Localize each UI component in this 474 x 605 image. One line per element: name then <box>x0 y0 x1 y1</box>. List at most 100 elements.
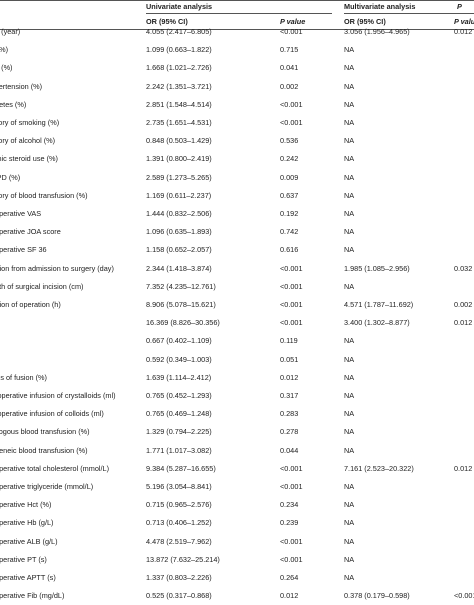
univariate-or-cell: 1.337 (0.803–2.226) <box>146 573 212 582</box>
factor-cell: OPD (%) <box>0 172 21 182</box>
table-row: eoperative triglyceride (mmol/L) 5.196 (3… <box>0 478 474 496</box>
univariate-group-header: Univariate analysis <box>146 2 213 11</box>
multivariate-or-cell: 0.378 (0.179–0.598) <box>344 591 410 601</box>
multivariate-or-cell: NA <box>344 554 355 564</box>
univariate-or-cell: 2.851 (1.548–4.514) <box>146 99 212 109</box>
multivariate-p-group-fragment: P <box>457 2 462 11</box>
multivariate-or-cell: 3.056 (1.956–4.965) <box>344 27 410 36</box>
multivariate-or-cell: NA <box>344 354 355 364</box>
multivariate-or-cell: NA <box>344 409 355 419</box>
univariate-or-cell: 0.713 (0.406–1.252) <box>146 518 212 528</box>
univariate-or-cell: 0.667 (0.402–1.109) <box>146 336 212 346</box>
multivariate-or-cell: NA <box>344 209 355 218</box>
univariate-header-rule <box>146 13 332 14</box>
univariate-or-cell: 16.369 (8.826–30.356) <box>146 318 220 328</box>
univariate-or-cell: 2.735 (1.651–4.531) <box>146 118 212 127</box>
factor-cell: istory of smoking (%) <box>0 118 60 127</box>
table-row: istory of blood transfusion (%) 1.169 (0.… <box>0 187 474 205</box>
univariate-or-cell: 2.242 (1.351–3.721) <box>146 81 212 91</box>
multivariate-p-cell <box>454 41 474 59</box>
factor-cell: ration from admission to surgery (day) <box>0 263 114 273</box>
multivariate-p-cell <box>454 223 474 241</box>
table-row: OPD (%) 2.589 (1.273–5.265) 0.009 NA <box>0 169 474 187</box>
factor-cell: vel <box>0 351 146 369</box>
multivariate-or-cell: NA <box>344 482 355 491</box>
table-row: eoperative VAS 1.444 (0.832–2.506) 0.192 NA <box>0 205 474 223</box>
table-row: eoperative PT (s) 13.872 (7.632–25.214) <0… <box>0 551 474 569</box>
factor-cell: istory of alcohol (%) <box>0 136 56 146</box>
univariate-or-cell: 4.478 (2.519–7.962) <box>146 536 212 546</box>
factor-cell: % <box>0 332 146 350</box>
factor-cell: x (%) <box>0 45 9 55</box>
table-row: ration of operation (h) 8.906 (5.078–15.6… <box>0 296 474 314</box>
factor-cell: eoperative Hb (g/L) <box>0 518 54 528</box>
multivariate-p-cell <box>454 96 474 114</box>
univariate-or-cell: 0.592 (0.349–1.003) <box>146 354 212 364</box>
multivariate-p-cell <box>454 387 474 405</box>
univariate-p-cell: 0.283 <box>280 409 299 419</box>
multivariate-p-cell: 0.002 <box>454 300 473 309</box>
multivariate-p-cell <box>454 423 474 441</box>
header-bottom-rule <box>0 29 474 30</box>
univariate-p-header: P value <box>280 17 306 26</box>
table-row: %0.667 (0.402–1.109) 0.119 NA <box>0 332 474 350</box>
univariate-or-cell: 1.158 (0.652–2.057) <box>146 245 212 255</box>
table-row: eoperative Hct (%) 0.715 (0.965–2.576) 0.2… <box>0 496 474 514</box>
univariate-or-cell: 9.384 (5.287–16.655) <box>146 463 216 473</box>
factor-cell: eoperative SF 36 <box>0 245 47 255</box>
multivariate-p-cell <box>454 114 474 132</box>
multivariate-p-cell: 0.012 <box>454 27 473 36</box>
table-row: eoperative Hb (g/L) 0.713 (0.406–1.252) 0.… <box>0 514 474 532</box>
univariate-p-cell: 0.264 <box>280 573 299 582</box>
univariate-p-cell: 0.044 <box>280 445 299 455</box>
factor-cell: ngth of surgical incision (cm) <box>0 281 84 291</box>
multivariate-or-header: OR (95% CI) <box>344 17 386 26</box>
top-rule <box>0 0 474 1</box>
multivariate-p-cell <box>454 533 474 551</box>
univariate-p-cell: <0.001 <box>280 300 303 309</box>
multivariate-p-cell <box>454 241 474 259</box>
multivariate-or-cell: NA <box>344 81 355 91</box>
univariate-or-cell: 1.771 (1.017–3.082) <box>146 445 212 455</box>
multivariate-p-cell <box>454 132 474 150</box>
univariate-or-cell: 1.169 (0.611–2.237) <box>146 190 212 200</box>
multivariate-or-cell: 3.400 (1.302–8.877) <box>344 318 410 328</box>
multivariate-or-cell: NA <box>344 245 355 255</box>
univariate-or-cell: 0.525 (0.317–0.868) <box>146 591 212 601</box>
factor-cell: eoperative VAS <box>0 209 42 218</box>
multivariate-header-rule <box>344 13 474 14</box>
univariate-or-cell: 1.639 (1.114–2.412) <box>146 372 212 382</box>
table-row: abetes (%) 2.851 (1.548–4.514) <0.001 NA <box>0 96 474 114</box>
univariate-p-cell: 0.051 <box>280 354 299 364</box>
multivariate-p-cell <box>454 332 474 350</box>
factor-cell: ronic steroid use (%) <box>0 154 58 164</box>
multivariate-p-cell <box>454 442 474 460</box>
table-row: raoperative infusion of colloids (ml) 0.7… <box>0 405 474 423</box>
factor-cell: eoperative APTT (s) <box>0 573 56 582</box>
multivariate-or-cell: NA <box>344 136 355 146</box>
factor-cell: % <box>0 314 146 332</box>
multivariate-p-cell <box>454 514 474 532</box>
univariate-p-cell: 0.742 <box>280 227 299 237</box>
univariate-p-cell: 0.002 <box>280 81 299 91</box>
table-row: ge (year) 4.055 (2.417–6.805) <0.001 3.056 … <box>0 23 474 41</box>
multivariate-or-cell: NA <box>344 154 355 164</box>
univariate-p-cell: 0.715 <box>280 45 299 55</box>
factor-cell: eoperative JOA score <box>0 227 61 237</box>
univariate-or-cell: 1.329 (0.794–2.225) <box>146 427 212 437</box>
univariate-or-cell: 8.906 (5.078–15.621) <box>146 300 216 309</box>
multivariate-or-cell: NA <box>344 500 355 510</box>
table-row: %16.369 (8.826–30.356) <0.001 3.400 (1.302… <box>0 314 474 332</box>
multivariate-or-cell: NA <box>344 391 355 400</box>
multivariate-or-cell: NA <box>344 372 355 382</box>
multivariate-p-cell <box>454 496 474 514</box>
factor-cell: ogeneic blood transfusion (%) <box>0 445 88 455</box>
table-row: ngth of surgical incision (cm) 7.352 (4.2… <box>0 278 474 296</box>
table-row: eoperative SF 36 1.158 (0.652–2.057) 0.616… <box>0 241 474 259</box>
multivariate-p-cell <box>454 551 474 569</box>
univariate-p-cell: 0.637 <box>280 190 299 200</box>
multivariate-p-cell <box>454 569 474 587</box>
univariate-or-cell: 1.096 (0.635–1.893) <box>146 227 212 237</box>
univariate-p-cell: 0.012 <box>280 591 299 601</box>
